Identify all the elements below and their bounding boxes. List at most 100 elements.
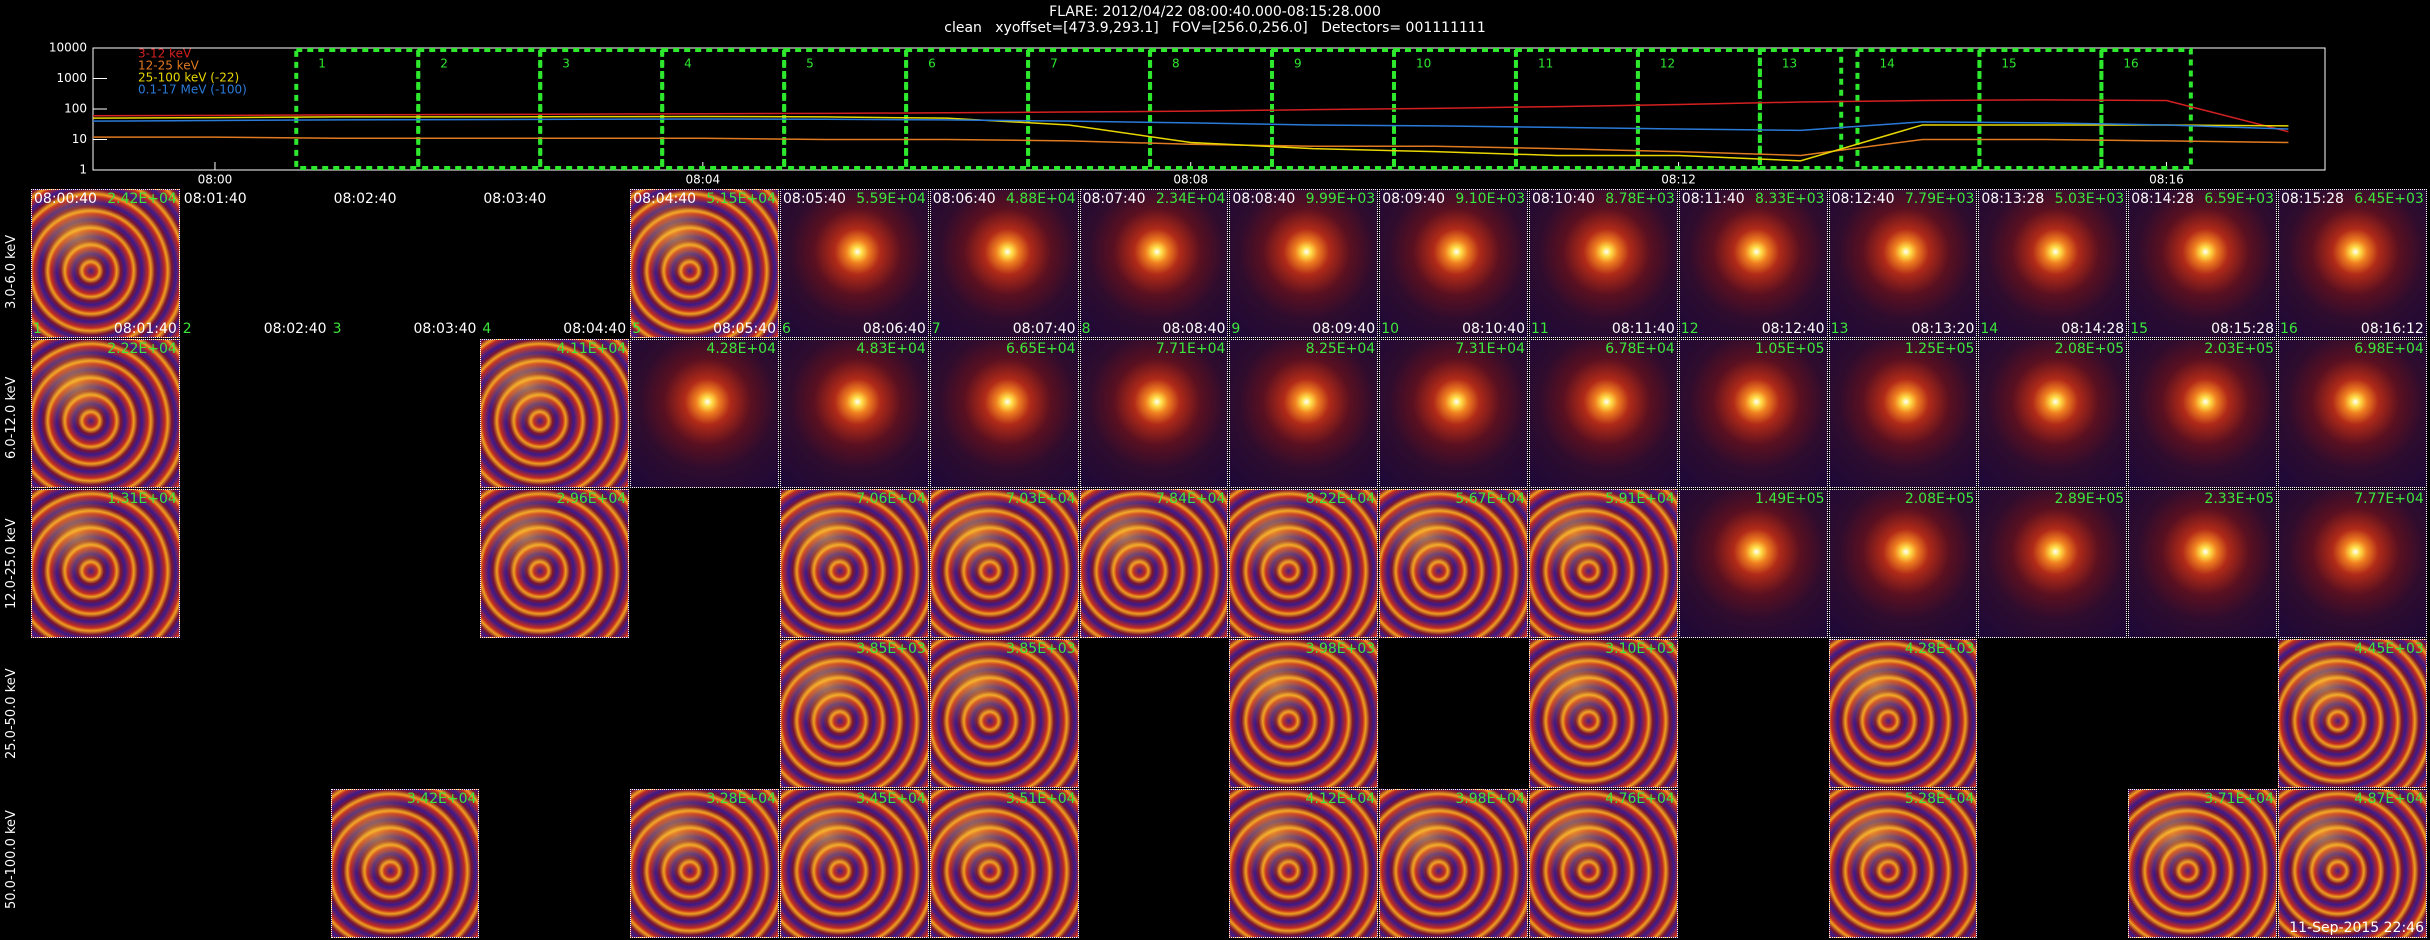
image-cell bbox=[1079, 339, 1229, 488]
interval-number: 8 bbox=[1172, 57, 1180, 71]
x-tick-label: 08:16 bbox=[2149, 173, 2184, 186]
end-time: 08:10:40 bbox=[1462, 321, 1525, 337]
image-cell bbox=[1978, 489, 2128, 638]
image-cell bbox=[780, 639, 929, 788]
subtitle: clean xyoffset=[473.9,293.1] FOV=[256.0,… bbox=[944, 20, 1486, 36]
image-cell bbox=[2128, 489, 2277, 638]
peak-value: 4.87E+04 bbox=[2354, 791, 2424, 807]
y-tick-label: 1000 bbox=[56, 71, 87, 85]
interval-box bbox=[416, 48, 543, 170]
y-tick-label: 10 bbox=[72, 132, 87, 146]
row-label: 25.0-50.0 keV bbox=[4, 668, 19, 759]
image-cell bbox=[929, 639, 1079, 788]
start-time: 08:07:40 bbox=[1082, 191, 1146, 207]
interval-number: 1 bbox=[318, 57, 326, 71]
peak-value: 3.85E+03 bbox=[856, 641, 926, 657]
peak-value: 5.28E+04 bbox=[1904, 791, 1975, 807]
end-time: 08:15:28 bbox=[2211, 321, 2274, 337]
interval-box bbox=[1635, 48, 1762, 170]
start-time: 08:00:40 bbox=[34, 191, 97, 207]
image-cell bbox=[630, 189, 779, 338]
legend-label: 3-12 keV bbox=[138, 47, 192, 61]
title: FLARE: 2012/04/22 08:00:40.000-08:15:28.… bbox=[1049, 4, 1381, 20]
image-cell bbox=[330, 789, 480, 938]
interval-number: 9 bbox=[1294, 57, 1302, 71]
peak-value: 1.25E+05 bbox=[1904, 341, 1975, 357]
image-cell bbox=[2278, 639, 2427, 788]
legend-label: 0.1-17 MeV (-100) bbox=[138, 83, 247, 97]
peak-value: 4.12E+04 bbox=[1305, 791, 1376, 807]
end-time: 08:16:12 bbox=[2360, 321, 2424, 337]
start-time: 08:02:40 bbox=[333, 191, 397, 207]
image-cell bbox=[1229, 489, 1379, 638]
x-tick-label: 08:08 bbox=[1173, 173, 1208, 186]
y-tick-label: 100 bbox=[64, 102, 87, 116]
peak-value: 2.96E+04 bbox=[556, 491, 627, 507]
image-cell bbox=[1828, 489, 1978, 638]
peak-value: 9.99E+03 bbox=[1305, 191, 1376, 207]
peak-value: 7.84E+04 bbox=[1155, 491, 1226, 507]
interval-number: 12 bbox=[1660, 57, 1675, 71]
image-cell bbox=[1079, 489, 1229, 638]
start-time: 08:10:40 bbox=[1532, 191, 1595, 207]
peak-value: 2.89E+05 bbox=[2054, 491, 2125, 507]
peak-value: 3.28E+04 bbox=[706, 791, 776, 807]
interval-number: 5 bbox=[806, 57, 814, 71]
interval-box bbox=[294, 48, 421, 170]
row-label: 12.0-25.0 keV bbox=[4, 518, 19, 609]
start-time: 08:13:28 bbox=[1981, 191, 2045, 207]
interval-box bbox=[1977, 48, 2104, 170]
peak-value: 7.06E+04 bbox=[856, 491, 926, 507]
peak-value: 2.03E+05 bbox=[2204, 341, 2274, 357]
peak-value: 4.28E+03 bbox=[1904, 641, 1975, 657]
interval-number: 2 bbox=[440, 57, 448, 71]
x-tick-label: 08:00 bbox=[198, 173, 233, 186]
interval-number: 13 bbox=[1782, 57, 1797, 71]
image-cell bbox=[630, 789, 779, 938]
image-cell bbox=[780, 489, 929, 638]
interval-number: 8 bbox=[1081, 321, 1091, 337]
peak-value: 5.03E+03 bbox=[2054, 191, 2125, 207]
image-cell bbox=[1229, 189, 1379, 338]
start-time: 08:15:28 bbox=[2281, 191, 2344, 207]
peak-value: 3.51E+04 bbox=[1006, 791, 1076, 807]
start-time: 08:11:40 bbox=[1681, 191, 1745, 207]
interval-number: 1 bbox=[33, 321, 42, 337]
image-cell bbox=[780, 189, 929, 338]
start-time: 08:14:28 bbox=[2131, 191, 2195, 207]
interval-box bbox=[1148, 48, 1275, 170]
image-cell bbox=[929, 789, 1079, 938]
row-label: 6.0-12.0 keV bbox=[4, 376, 19, 459]
end-time: 08:03:40 bbox=[413, 321, 477, 337]
peak-value: 7.79E+03 bbox=[1904, 191, 1975, 207]
interval-number: 13 bbox=[1830, 321, 1849, 337]
series-line bbox=[92, 115, 2289, 162]
image-cell bbox=[1229, 789, 1379, 938]
image-cell bbox=[1379, 489, 1528, 638]
image-cell bbox=[780, 339, 929, 488]
end-time: 08:13:20 bbox=[1911, 321, 1975, 337]
image-cell bbox=[1678, 189, 1828, 338]
peak-value: 4.83E+04 bbox=[856, 341, 926, 357]
image-cell bbox=[31, 339, 180, 488]
image-cell bbox=[1529, 639, 1678, 788]
start-time: 08:05:40 bbox=[783, 191, 846, 207]
image-cell bbox=[1828, 189, 1978, 338]
start-time: 08:04:40 bbox=[633, 191, 697, 207]
interval-number: 5 bbox=[632, 321, 642, 337]
peak-value: 2.08E+05 bbox=[2054, 341, 2125, 357]
end-time: 08:04:40 bbox=[563, 321, 627, 337]
image-cell bbox=[2128, 339, 2277, 488]
peak-value: 6.45E+03 bbox=[2354, 191, 2424, 207]
peak-value: 6.65E+04 bbox=[1006, 341, 1076, 357]
peak-value: 7.71E+04 bbox=[1155, 341, 1226, 357]
interval-box bbox=[904, 48, 1031, 170]
interval-box bbox=[1757, 48, 1844, 170]
x-tick-label: 08:12 bbox=[1661, 173, 1696, 186]
y-tick-label: 10000 bbox=[49, 41, 87, 55]
peak-value: 2.34E+04 bbox=[1155, 191, 1226, 207]
image-cell bbox=[1678, 339, 1828, 488]
image-cell bbox=[1529, 189, 1678, 338]
interval-number: 16 bbox=[2280, 321, 2298, 337]
end-time: 08:11:40 bbox=[1611, 321, 1675, 337]
